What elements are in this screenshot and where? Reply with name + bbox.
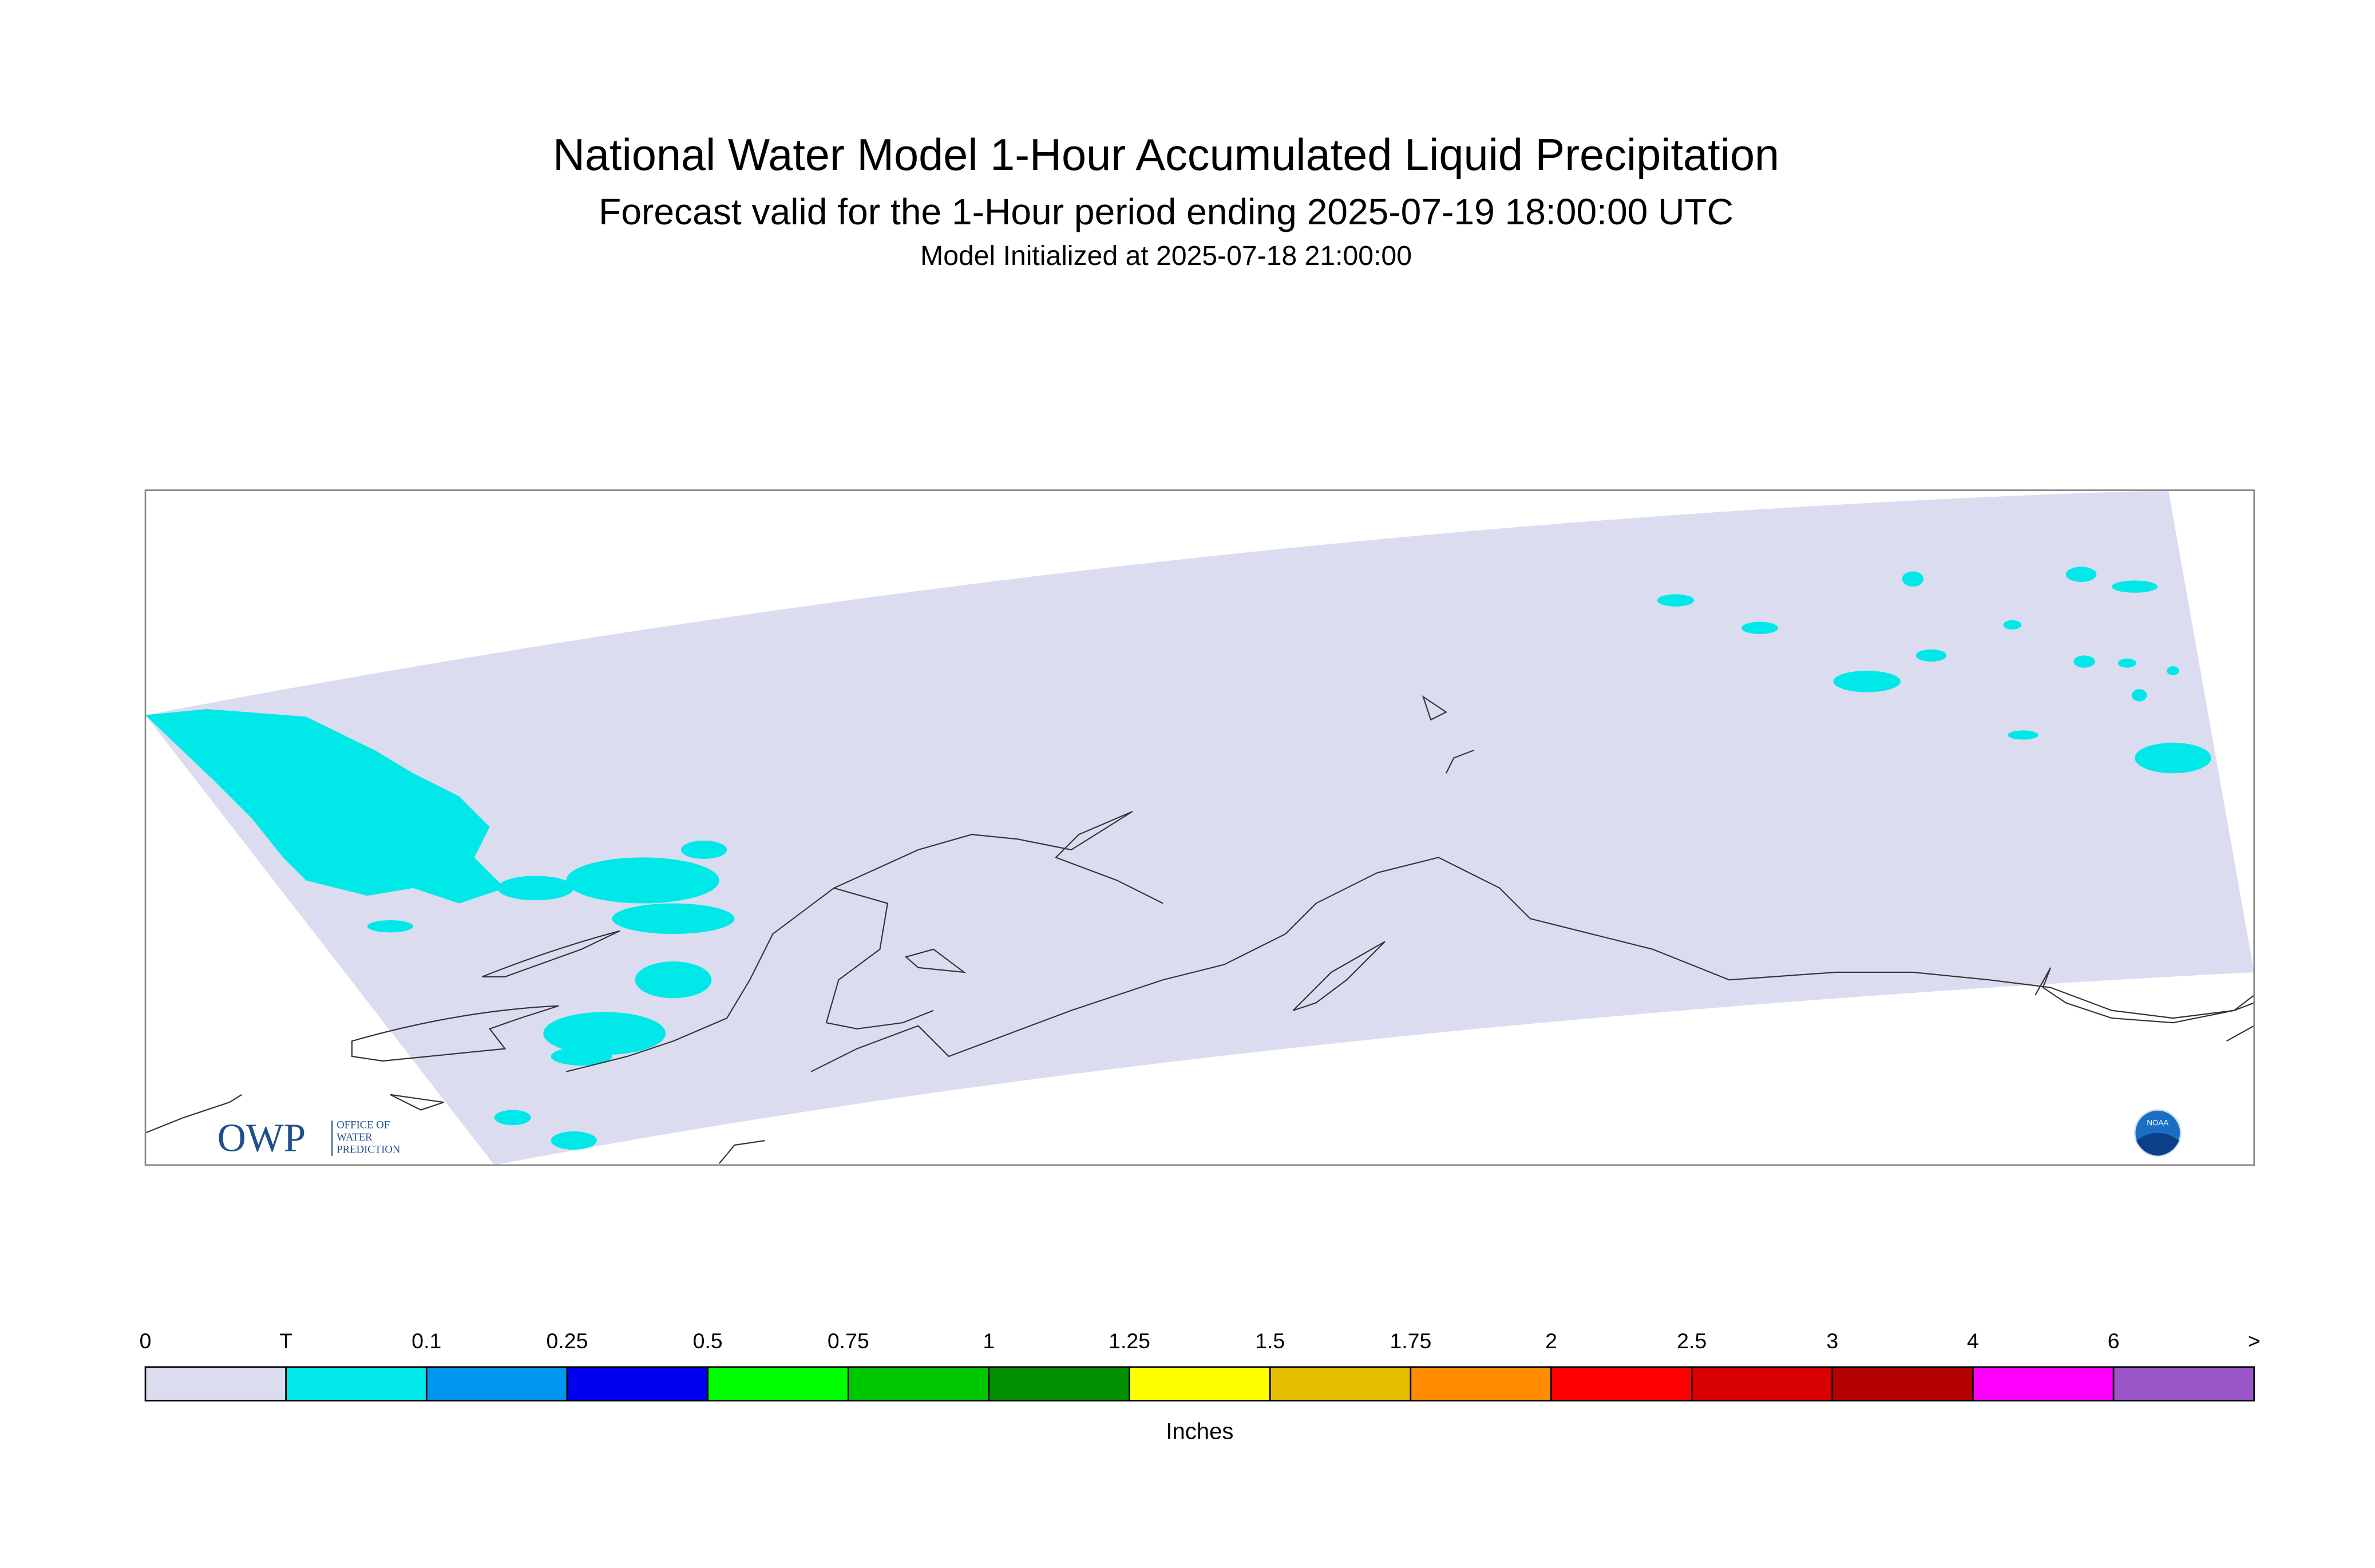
- colorbar-label: T: [279, 1329, 292, 1353]
- colorbar: 0 T 0.1 0.25 0.5 0.75 1 1.25 1.5 1.75 2 2.5 3 4 6 >: [140, 1329, 2261, 1401]
- colorbar-label: 0: [140, 1329, 152, 1353]
- owp-text: WATER: [337, 1131, 373, 1143]
- owp-logo: OWP OFFICE OF WATER PREDICTION: [217, 1116, 401, 1161]
- noaa-text: NOAA: [2147, 1118, 2168, 1127]
- coastlines: [145, 695, 2255, 1164]
- colorbar-label: 0.25: [547, 1329, 588, 1353]
- colorbar-label: 0.75: [828, 1329, 869, 1353]
- colorbar-label: 3: [1826, 1329, 1838, 1353]
- colorbar-box: [2112, 1366, 2255, 1401]
- owp-text: PREDICTION: [337, 1143, 401, 1155]
- colorbar-label: 2: [1545, 1329, 1557, 1353]
- init-time: Model Initialized at 2025-07-18 21:00:00: [920, 240, 1412, 271]
- colorbar-unit: Inches: [1166, 1419, 1233, 1444]
- colorbar-box: [566, 1366, 708, 1401]
- colorbar-box: [285, 1366, 428, 1401]
- colorbar-box: [425, 1366, 568, 1401]
- colorbar-label: 0.1: [411, 1329, 441, 1353]
- colorbar-box: [1129, 1366, 1271, 1401]
- colorbar-label: 2.5: [1677, 1329, 1707, 1353]
- colorbar-box: [1691, 1366, 1834, 1401]
- colorbar-label: 0.5: [693, 1329, 723, 1353]
- colorbar-label: 1: [983, 1329, 995, 1353]
- colorbar-label: 6: [2108, 1329, 2120, 1353]
- map-frame: [144, 489, 2255, 1166]
- colorbar-label: 1.25: [1109, 1329, 1150, 1353]
- colorbar-box: [144, 1366, 287, 1401]
- colorbar-label: 1.75: [1390, 1329, 1431, 1353]
- colorbar-box: [707, 1366, 849, 1401]
- colorbar-label: 1.5: [1255, 1329, 1285, 1353]
- colorbar-label: 4: [1967, 1329, 1979, 1353]
- colorbar-box: [1550, 1366, 1693, 1401]
- subtitle: Forecast valid for the 1-Hour period end…: [599, 191, 1733, 232]
- map: OWP OFFICE OF WATER PREDICTION NOAA: [144, 489, 2255, 1166]
- colorbar-box: [847, 1366, 990, 1401]
- colorbar-box: [1410, 1366, 1552, 1401]
- owp-text: OFFICE OF: [337, 1119, 390, 1131]
- colorbar-label: >: [2248, 1329, 2261, 1353]
- noaa-logo: NOAA: [2133, 1109, 2182, 1157]
- colorbar-box: [1269, 1366, 1412, 1401]
- colorbar-box: [1831, 1366, 1974, 1401]
- colorbar-box: [988, 1366, 1130, 1401]
- owp-mark: OWP: [217, 1116, 306, 1161]
- title: National Water Model 1-Hour Accumulated …: [553, 130, 1779, 180]
- precip-areas: [145, 567, 2211, 1150]
- colorbar-box: [1972, 1366, 2115, 1401]
